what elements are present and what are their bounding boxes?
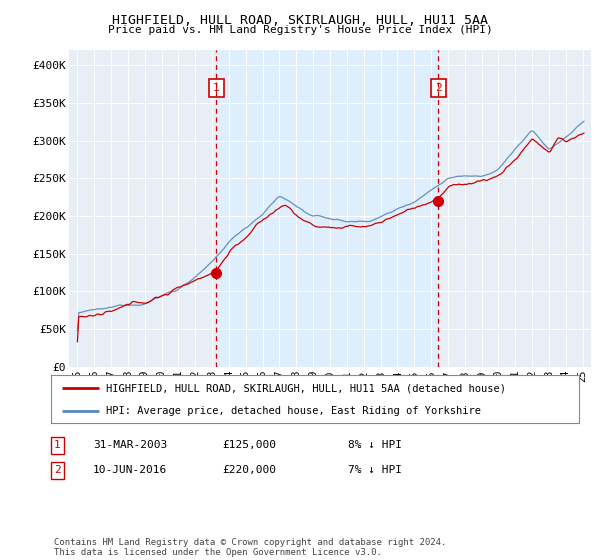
Text: HIGHFIELD, HULL ROAD, SKIRLAUGH, HULL, HU11 5AA (detached house): HIGHFIELD, HULL ROAD, SKIRLAUGH, HULL, H…	[106, 383, 506, 393]
Text: Contains HM Land Registry data © Crown copyright and database right 2024.
This d: Contains HM Land Registry data © Crown c…	[54, 538, 446, 557]
Text: 8% ↓ HPI: 8% ↓ HPI	[348, 440, 402, 450]
Text: 10-JUN-2016: 10-JUN-2016	[93, 465, 167, 475]
Text: £220,000: £220,000	[222, 465, 276, 475]
Text: 1: 1	[213, 83, 220, 93]
Text: HPI: Average price, detached house, East Riding of Yorkshire: HPI: Average price, detached house, East…	[106, 406, 481, 416]
Text: HIGHFIELD, HULL ROAD, SKIRLAUGH, HULL, HU11 5AA: HIGHFIELD, HULL ROAD, SKIRLAUGH, HULL, H…	[112, 14, 488, 27]
Text: 2: 2	[435, 83, 442, 93]
Text: 7% ↓ HPI: 7% ↓ HPI	[348, 465, 402, 475]
Bar	[217, 50, 439, 367]
Text: £125,000: £125,000	[222, 440, 276, 450]
Text: 2: 2	[54, 465, 61, 475]
Text: 31-MAR-2003: 31-MAR-2003	[93, 440, 167, 450]
Text: 1: 1	[54, 440, 61, 450]
Text: Price paid vs. HM Land Registry's House Price Index (HPI): Price paid vs. HM Land Registry's House …	[107, 25, 493, 35]
